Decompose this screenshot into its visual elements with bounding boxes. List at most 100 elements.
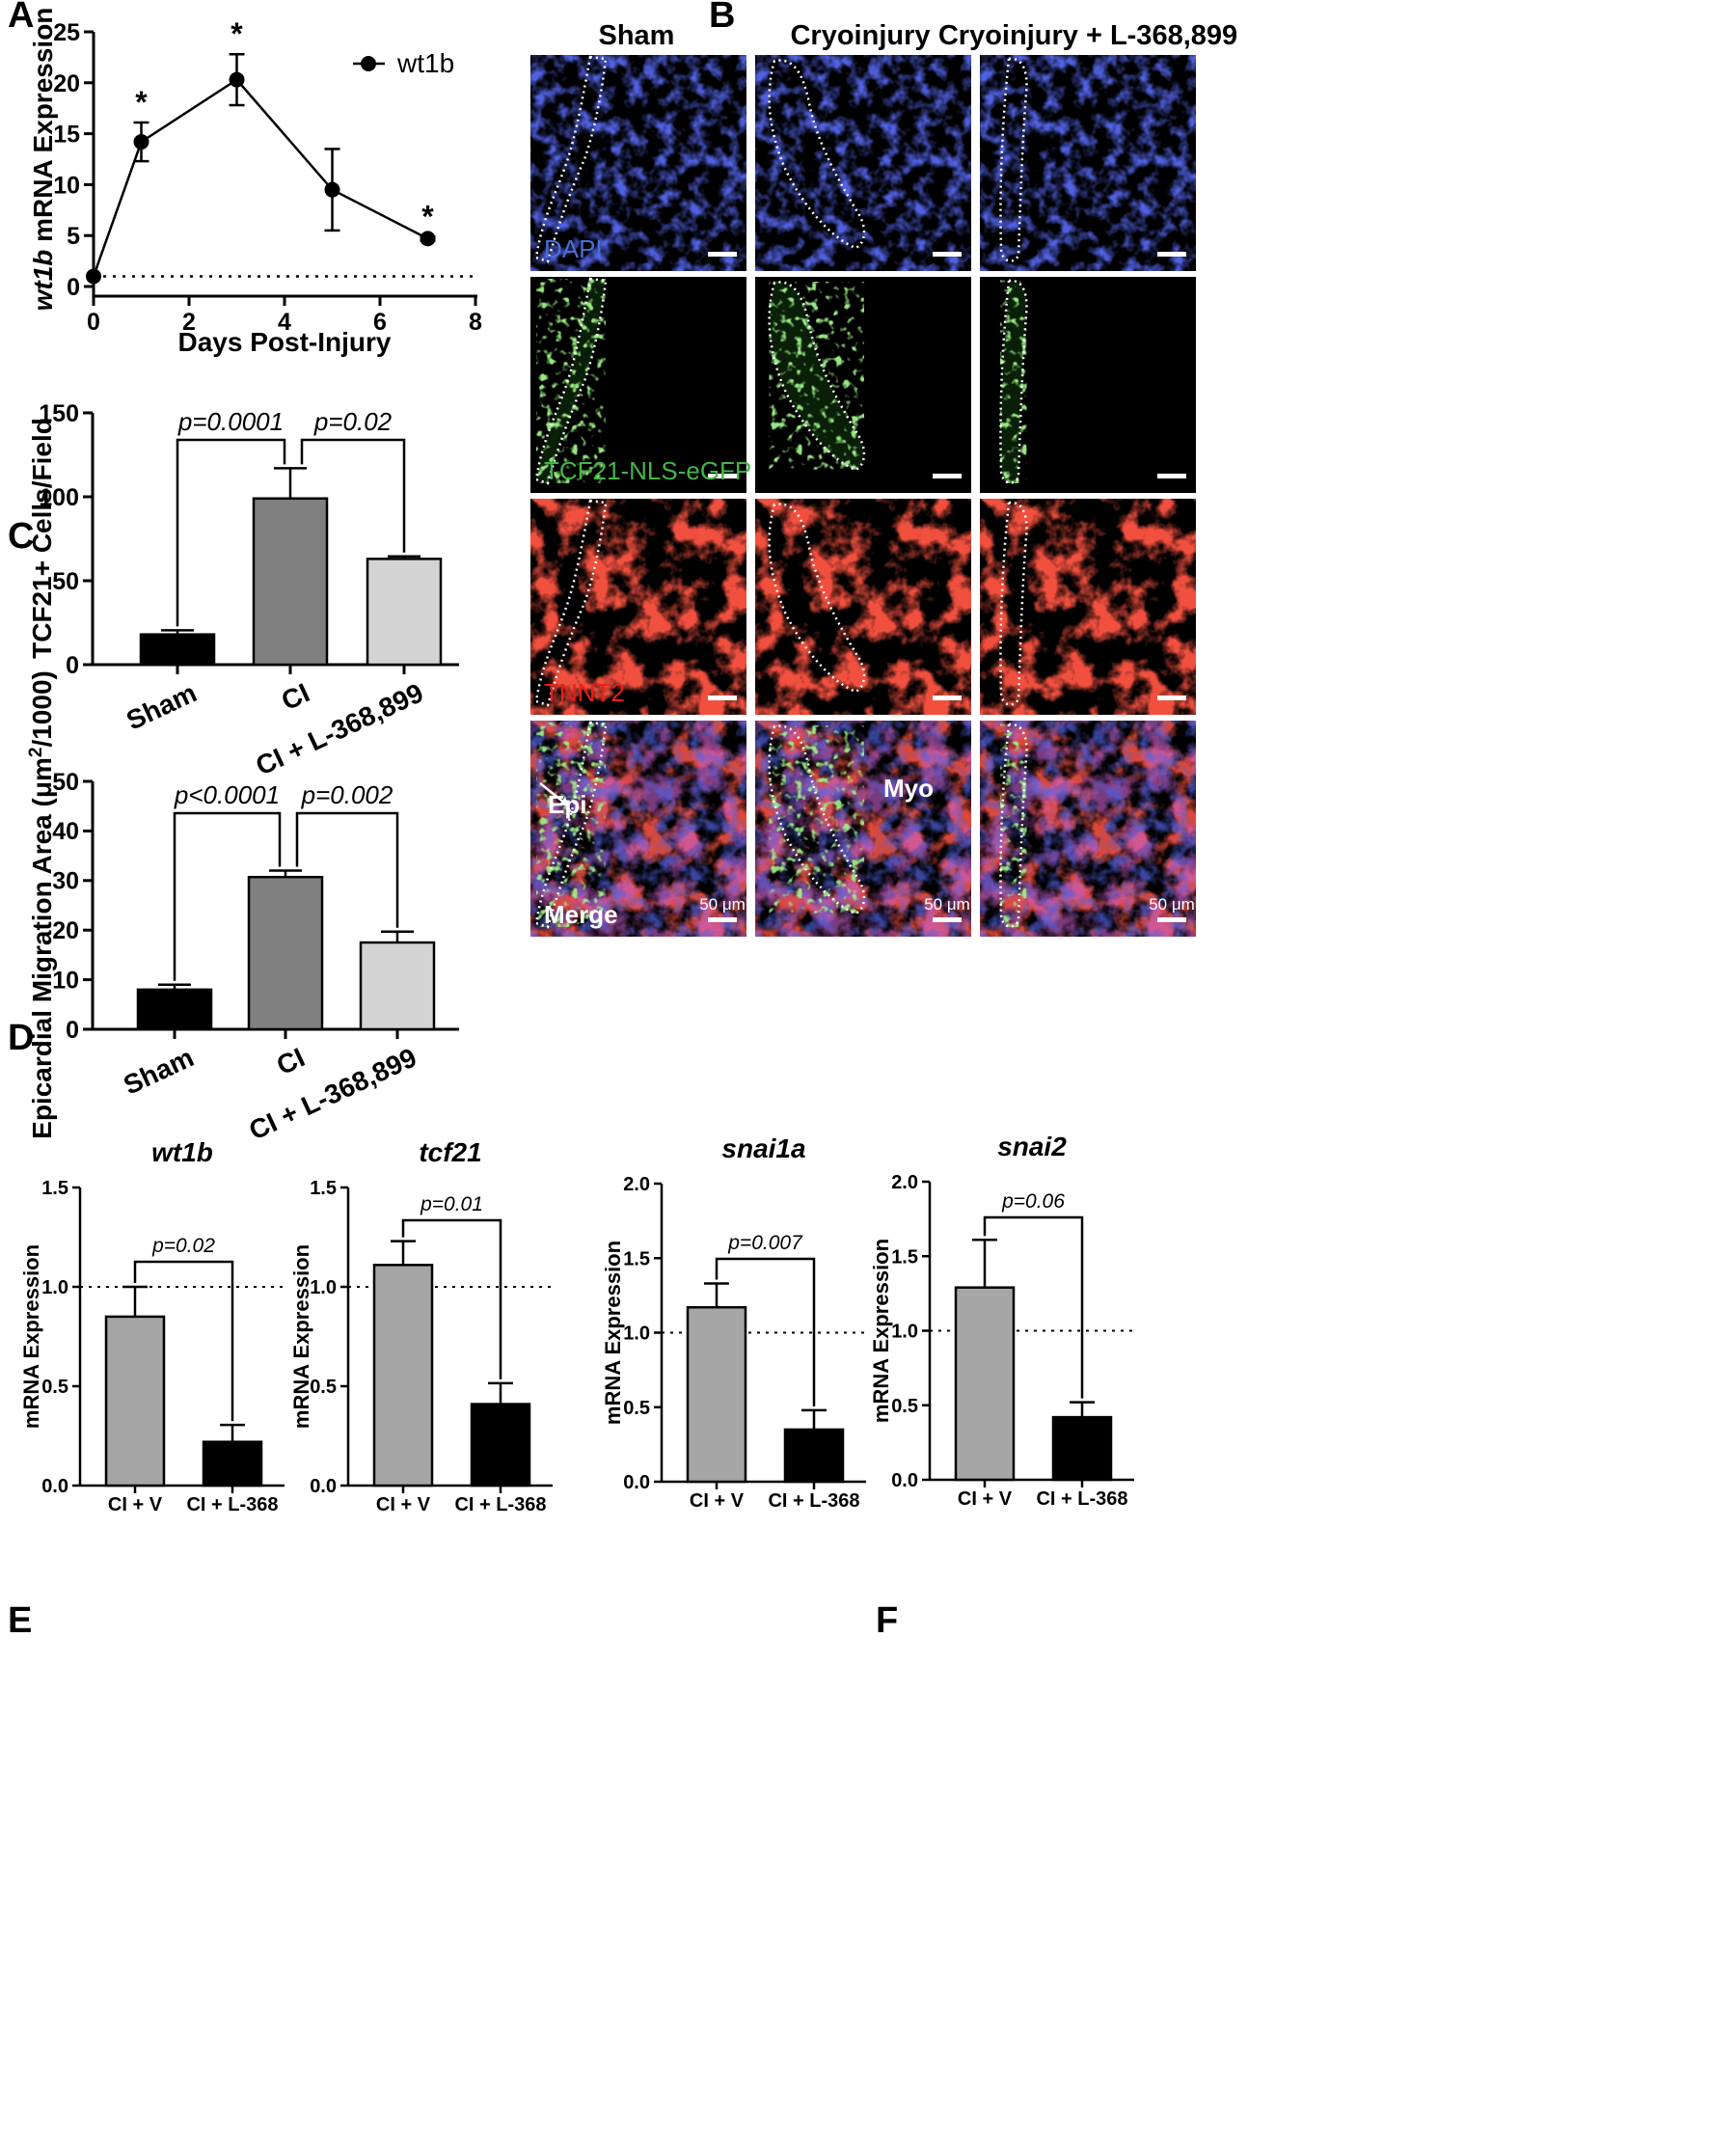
y-tick-label: 150 — [39, 400, 79, 427]
epicardium-outline — [534, 721, 608, 929]
microscopy-tile — [755, 55, 971, 271]
y-tick-label: 50 — [52, 568, 79, 595]
significance-star: * — [135, 85, 148, 120]
channel-label: TNNT2 — [544, 678, 625, 707]
channel-label: TCF21-NLS-eGFP — [544, 456, 751, 485]
stain-texture — [755, 499, 971, 715]
y-tick-label: 0.0 — [891, 1470, 918, 1491]
y-axis-label: Epicardial Migration Area (μm2/1000) — [26, 670, 57, 1139]
panel-label-d: D — [8, 1018, 34, 1058]
x-tick-label: 4 — [278, 309, 291, 336]
microscopy-tile — [755, 277, 971, 493]
y-tick-label: 2.0 — [891, 1172, 918, 1193]
bar — [372, 1264, 434, 1487]
data-point — [420, 231, 436, 247]
y-axis-label-superscript: 2 — [26, 748, 46, 758]
scale-bar — [708, 917, 737, 922]
p-value-label: p=0.007 — [727, 1232, 803, 1254]
y-axis-label-end: /1000) — [27, 670, 57, 747]
data-point — [86, 268, 101, 285]
microscopy-tile — [530, 55, 746, 271]
merge-green — [769, 725, 864, 914]
y-tick-label: 2.0 — [623, 1174, 650, 1195]
y-axis-label: mRNA Expression — [869, 1239, 893, 1423]
x-tick-label: 2 — [182, 309, 196, 336]
microscopy-tile — [530, 277, 746, 493]
chart-title: wt1b — [151, 1137, 213, 1167]
scale-bar — [708, 252, 737, 257]
scale-bar — [1157, 917, 1186, 922]
y-tick-label: 50 — [52, 769, 79, 796]
bar — [366, 558, 443, 667]
x-tick-label: 6 — [373, 309, 387, 336]
y-tick-label: 100 — [39, 484, 79, 511]
stain-texture — [530, 55, 746, 271]
y-axis-label: TCF21+ Cells/Field — [27, 418, 57, 659]
significance-bracket — [983, 1215, 1084, 1399]
x-tick-label: CI + L-368 — [186, 1494, 278, 1515]
y-tick-label: 10 — [52, 967, 79, 994]
x-axis-label: Days Post-Injury — [178, 327, 392, 357]
scale-bar — [1157, 474, 1186, 478]
x-tick-label: Sham — [122, 677, 201, 735]
stain-texture — [980, 499, 1196, 715]
scale-bar — [708, 474, 737, 478]
y-tick-label: 20 — [52, 917, 79, 944]
y-tick-label: 1.0 — [41, 1277, 68, 1298]
bar — [783, 1428, 845, 1484]
epicardium-outline — [534, 55, 608, 263]
epicardium-outline — [768, 724, 866, 915]
x-tick-label: CI + L-368,899 — [244, 1042, 420, 1145]
y-tick-label: 0.0 — [623, 1472, 650, 1493]
channel-label: DAPI — [544, 234, 603, 263]
x-tick-label: CI + L-368 — [454, 1494, 546, 1515]
significance-bracket — [173, 811, 282, 981]
line-chart-wt1b-time-course: 0 5 10 15 20 25 0 2 4 6 8 Days Post-Injury wt1b mRNA… — [28, 8, 482, 357]
p-value-label: p=0.0001 — [177, 407, 284, 436]
chart-title: snai2 — [997, 1132, 1067, 1161]
microscopy-tile — [980, 55, 1196, 271]
column-header: Sham — [599, 20, 675, 51]
gfp-signal — [536, 279, 606, 483]
gfp-signal — [769, 282, 864, 470]
bar-chart-snai1a-expression: 0.0 0.5 1.0 1.5 2.0 CI + V CI + L-368 p=0.007 sn… — [601, 1133, 866, 1512]
p-value-label: p=0.02 — [151, 1235, 215, 1257]
microscopy-tile — [980, 277, 1196, 493]
p-value-label: p=0.002 — [301, 780, 393, 809]
column-header: Cryoinjury + L-368,899 — [938, 20, 1237, 51]
p-value-label: p=0.02 — [313, 407, 393, 436]
significance-bracket — [401, 1218, 502, 1379]
legend-label: wt1b — [396, 48, 454, 78]
y-tick-label: 25 — [53, 19, 80, 46]
chart-title: tcf21 — [419, 1137, 481, 1167]
scale-bar-label: 50 μm — [1149, 895, 1195, 914]
bar-chart-wt1b-expression: 0.0 0.5 1.0 1.5 CI + V CI + L-368 p=0.02 wt1b mR… — [19, 1137, 285, 1515]
bar — [139, 633, 216, 667]
p-value-label: p<0.0001 — [174, 780, 280, 809]
epicardium-outline — [534, 499, 608, 707]
y-tick-label: 1.0 — [310, 1277, 337, 1298]
y-axis-label: wt1b mRNA Expression — [28, 8, 58, 312]
scale-bar — [933, 474, 962, 478]
significance-bracket — [715, 1257, 816, 1406]
y-tick-label: 10 — [53, 172, 80, 199]
y-tick-label: 1.5 — [891, 1246, 918, 1268]
significance-star: * — [421, 199, 434, 233]
y-tick-label: 1.0 — [891, 1322, 918, 1343]
bar — [247, 875, 324, 1031]
scale-bar-label: 50 μm — [924, 895, 970, 914]
bar — [359, 941, 436, 1031]
microscopy-tile: 50 μm — [530, 721, 746, 937]
significance-bracket — [295, 811, 399, 928]
panel-label-f: F — [876, 1600, 898, 1641]
x-tick-label: CI — [277, 677, 313, 716]
significance-star: * — [231, 16, 243, 51]
scale-bar-label: 50 μm — [699, 895, 746, 914]
epicardium-outline — [768, 503, 866, 694]
stain-texture — [530, 499, 746, 715]
y-tick-label: 15 — [53, 122, 80, 149]
scale-bar — [933, 252, 962, 257]
y-tick-label: 5 — [67, 223, 80, 250]
